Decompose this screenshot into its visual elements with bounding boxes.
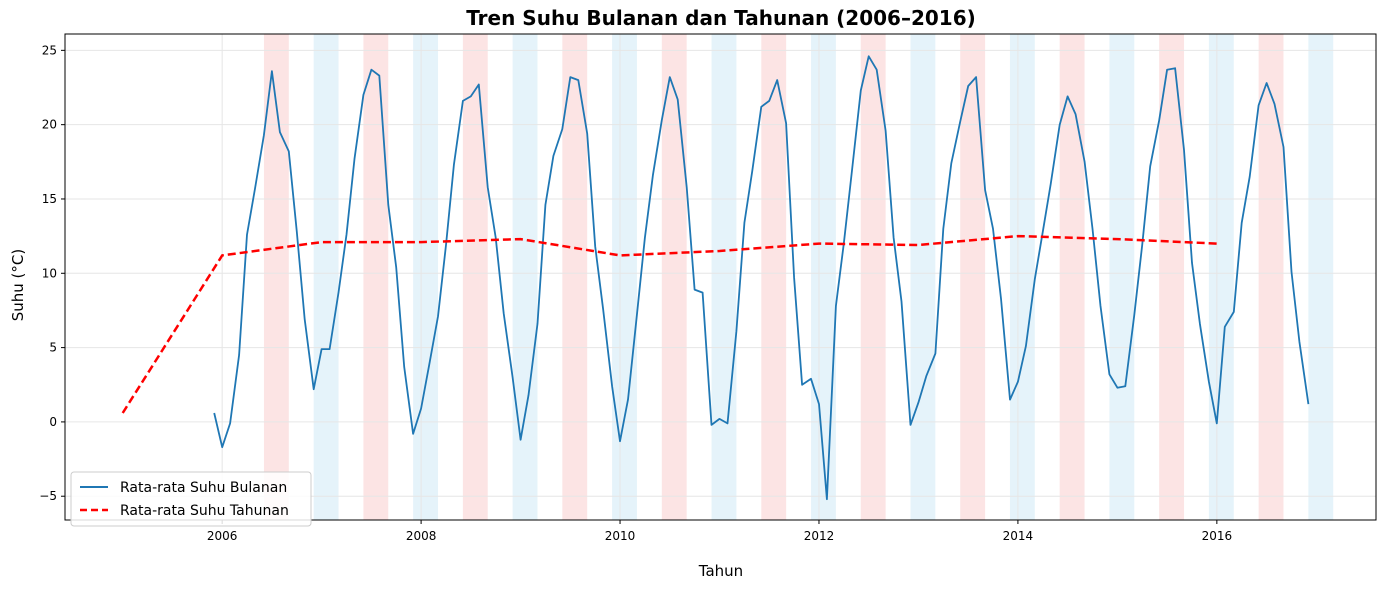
legend-box	[70, 471, 312, 527]
winter-band	[313, 34, 339, 520]
legend-annual-label: Rata-rata Suhu Tahunan	[120, 503, 289, 519]
season-bands	[263, 34, 1334, 520]
summer-band	[562, 34, 588, 520]
summer-band	[1159, 34, 1185, 520]
x-tick-label: 2008	[406, 529, 437, 543]
y-tick-label: 5	[49, 341, 57, 355]
winter-band	[1009, 34, 1035, 520]
series-layer	[121, 55, 1310, 501]
y-tick-label: 15	[42, 192, 57, 206]
annual-temperature-line	[121, 234, 1217, 414]
winter-band	[512, 34, 538, 520]
legend-monthly-label: Rata-rata Suhu Bulanan	[120, 480, 287, 496]
summer-band	[263, 34, 289, 520]
winter-band	[910, 34, 936, 520]
winter-band	[711, 34, 737, 520]
summer-band	[1258, 34, 1284, 520]
y-tick-label: 0	[49, 415, 57, 429]
summer-band	[363, 34, 389, 520]
y-tick-label: −5	[39, 489, 57, 503]
grid-lines	[65, 34, 1376, 520]
x-tick-label: 2014	[1003, 529, 1034, 543]
winter-band	[811, 34, 836, 520]
summer-band	[761, 34, 787, 520]
x-tick-label: 2010	[605, 529, 636, 543]
plot-frame	[64, 33, 1377, 521]
y-axis-label: Suhu (°C)	[9, 249, 27, 322]
chart-title: Tren Suhu Bulanan dan Tahunan (2006–2016…	[466, 6, 976, 30]
y-tick-label: 10	[42, 266, 57, 280]
y-tick-label: 25	[42, 43, 57, 57]
x-tick-label: 2016	[1202, 529, 1233, 543]
x-axis-label: Tahun	[698, 562, 743, 580]
summer-band	[960, 34, 986, 520]
winter-band	[1208, 34, 1234, 520]
winter-band	[413, 34, 439, 520]
axis-ticks: 2006 2008 2010 2012 2014 2016 −5 0 5 10 15 20 25	[39, 43, 1232, 543]
summer-band	[1059, 34, 1085, 520]
monthly-temperature-line	[213, 55, 1310, 501]
winter-band	[612, 34, 637, 520]
summer-band	[860, 34, 886, 520]
winter-band	[1308, 34, 1334, 520]
winter-band	[1109, 34, 1135, 520]
summer-band	[661, 34, 687, 520]
x-tick-label: 2006	[207, 529, 238, 543]
legend: Rata-rata Suhu Bulanan Rata-rata Suhu Ta…	[70, 471, 312, 527]
summer-band	[462, 34, 488, 520]
y-tick-label: 20	[42, 118, 57, 132]
x-tick-label: 2012	[804, 529, 835, 543]
